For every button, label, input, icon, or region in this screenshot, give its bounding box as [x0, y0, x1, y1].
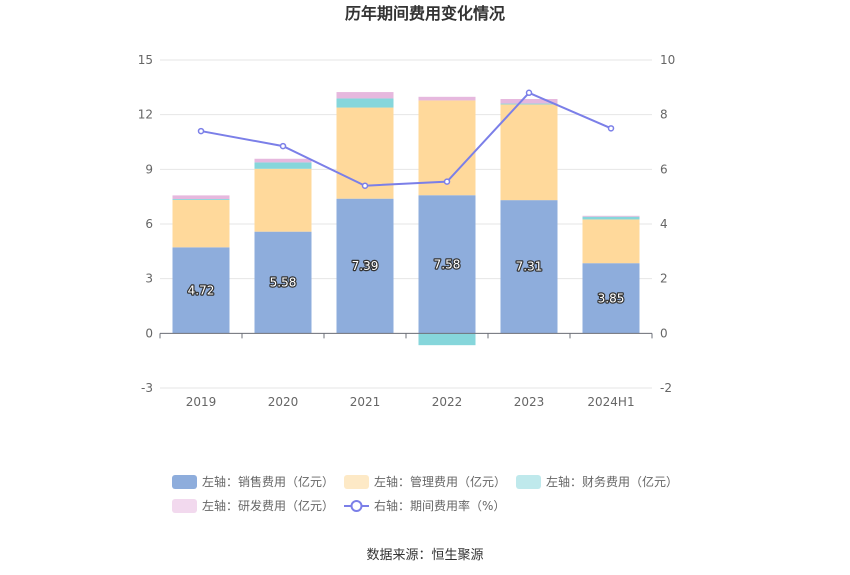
rate-line [197, 89, 615, 189]
bar-value-label: 5.58 [270, 275, 297, 289]
x-axis-ticks: 2019 2020 2021 2022 2023 2024H1 [159, 333, 653, 409]
bar-segment [254, 162, 312, 169]
legend-swatch [172, 499, 197, 513]
bar-segment [254, 158, 312, 163]
right-tick-label: 4 [660, 217, 668, 231]
bar-segment [172, 199, 230, 200]
legend-swatch [516, 475, 541, 489]
x-tick-label: 2023 [514, 395, 545, 409]
legend-item: 右轴：期间费用率（%） [344, 498, 505, 513]
legend-label: 左轴：财务费用（亿元） [546, 474, 678, 489]
right-tick-label: -2 [660, 381, 672, 395]
bar-segment [254, 168, 312, 232]
bar-segment [582, 263, 640, 334]
bar-segment [172, 247, 230, 334]
legend-item: 左轴：管理费用（亿元） [344, 474, 506, 489]
legend-label: 左轴：研发费用（亿元） [202, 498, 334, 513]
left-tick-label: 3 [145, 272, 153, 286]
left-tick-label: -3 [141, 381, 153, 395]
bar-value-label: 3.85 [598, 291, 625, 305]
legend: 左轴：销售费用（亿元） 左轴：管理费用（亿元） 左轴：财务费用（亿元） 左轴：研发费用… [172, 474, 678, 513]
bar-data-labels: 4.72 5.58 7.39 7.58 7.31 3.85 [186, 256, 625, 306]
bar-value-label: 4.72 [188, 283, 215, 297]
left-tick-label: 15 [138, 53, 153, 67]
x-tick-label: 2019 [186, 395, 217, 409]
left-axis-ticks: -3 0 3 6 9 12 15 [138, 53, 153, 395]
bar-segment [500, 200, 558, 334]
bar-segment [172, 199, 230, 248]
right-tick-label: 6 [660, 162, 668, 176]
rate-point [361, 182, 369, 189]
source-note: 数据来源：恒生聚源 [366, 548, 483, 563]
x-tick-label: 2021 [350, 395, 381, 409]
bar-segment [582, 219, 640, 264]
legend-item: 左轴：研发费用（亿元） [172, 498, 334, 513]
bar-segment [336, 92, 394, 99]
grid-lines [160, 59, 652, 389]
bar-value-label: 7.58 [434, 257, 461, 271]
rate-point [443, 178, 451, 185]
right-tick-label: 2 [660, 272, 668, 286]
rate-point [525, 89, 533, 97]
bar-segment [500, 98, 558, 104]
rate-point [279, 142, 287, 150]
right-tick-label: 8 [660, 108, 668, 122]
bar-segment [418, 96, 476, 101]
x-tick-label: 2020 [268, 395, 299, 409]
bar-value-label: 7.39 [352, 259, 379, 273]
bar-segment [418, 333, 476, 346]
legend-label: 右轴：期间费用率（%） [374, 498, 505, 513]
rate-line-path [200, 91, 612, 187]
bar-value-label: 7.31 [516, 260, 543, 274]
bar-segment [254, 231, 312, 334]
legend-item: 左轴：财务费用（亿元） [516, 474, 678, 489]
rate-point [607, 125, 615, 132]
left-tick-label: 0 [145, 326, 153, 340]
bar-segment [418, 195, 476, 334]
bar-segment [582, 215, 640, 217]
legend-swatch [344, 475, 369, 489]
right-tick-label: 0 [660, 326, 668, 340]
chart-title: 历年期间费用变化情况 [345, 4, 505, 23]
bar-segment [500, 104, 558, 201]
bar-segment [582, 216, 640, 220]
rate-point [197, 127, 205, 135]
bar-segment [500, 103, 558, 105]
bar-segment [336, 198, 394, 334]
bars [172, 92, 640, 346]
right-axis-ticks: -2 0 2 4 6 8 10 [660, 53, 675, 395]
left-tick-label: 12 [138, 108, 153, 122]
right-tick-label: 10 [660, 53, 675, 67]
bar-segment [336, 98, 394, 108]
x-tick-label: 2022 [432, 395, 463, 409]
left-tick-label: 6 [145, 217, 153, 231]
left-tick-label: 9 [145, 162, 153, 176]
legend-label: 左轴：管理费用（亿元） [374, 474, 506, 489]
legend-swatch [172, 475, 197, 489]
x-tick-label: 2024H1 [587, 395, 634, 409]
bar-segment [172, 195, 230, 200]
legend-label: 左轴：销售费用（亿元） [202, 474, 334, 489]
legend-swatch-marker [350, 500, 363, 512]
legend-item: 左轴：销售费用（亿元） [172, 474, 334, 489]
